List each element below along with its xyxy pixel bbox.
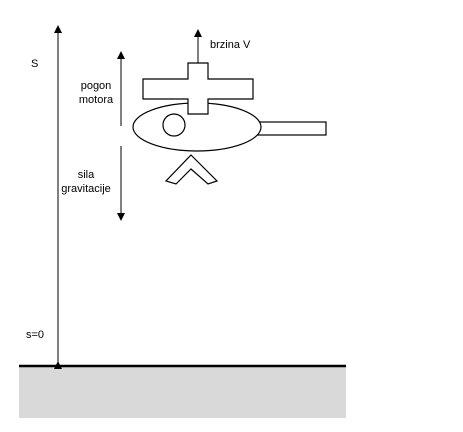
- helicopter-rotor: [142, 62, 254, 115]
- thrust-label-line1: pogon: [80, 80, 112, 92]
- ground-level-label: s=0: [26, 329, 45, 341]
- height-axis-label: S: [31, 58, 39, 70]
- gravity-label-line1: sila: [77, 169, 95, 181]
- gravity-label-line2: gravitacije: [61, 183, 111, 195]
- ground-area: [19, 366, 346, 418]
- thrust-label-line2: motora: [78, 94, 114, 106]
- helicopter: [132, 62, 327, 185]
- velocity-label: brzina V: [210, 39, 251, 51]
- helicopter-window: [162, 113, 186, 137]
- helicopter-tail: [257, 121, 327, 136]
- helicopter-skid: [164, 154, 219, 185]
